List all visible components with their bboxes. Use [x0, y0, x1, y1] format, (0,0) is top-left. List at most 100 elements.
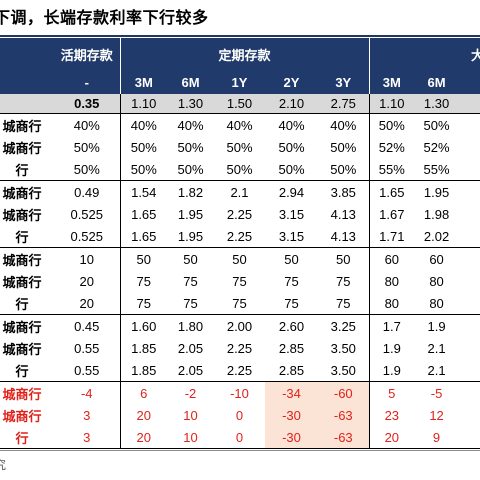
base-cell: 1.30 — [167, 94, 214, 114]
table-row: 行 3 20 10 0 -30 -63 20 9 — [0, 426, 480, 449]
base-cell: 2.10 — [265, 94, 318, 114]
table-cell: 3.85 — [318, 180, 370, 203]
table-cell: 80 — [414, 292, 460, 315]
table-row: 城商行 50% 50% 50% 50% 50% 50% 52% 52% — [0, 136, 480, 158]
header-row-2: - 3M 6M 1Y 2Y 3Y 3M 6M — [0, 70, 480, 94]
sub-3m-b: 3M — [369, 70, 415, 94]
table-row: 城商行 0.45 1.60 1.80 2.00 2.60 3.25 1.7 1.9 — [0, 314, 480, 338]
table-row: 行 20 75 75 75 75 75 80 80 — [0, 292, 480, 315]
row-label-text: 行 — [15, 363, 29, 379]
table-cell: 75 — [120, 292, 167, 315]
sub-1y: 1Y — [214, 70, 265, 94]
table-cell: 23 — [384, 407, 400, 423]
table-cell: 3.50 — [318, 337, 370, 359]
table-cell: 0.55 — [54, 337, 121, 359]
table-cell: 1.85 — [131, 340, 157, 356]
table-cell: 75 — [167, 292, 214, 315]
table-cell: 20 — [120, 426, 167, 449]
table-cell: 2.85 — [278, 340, 305, 356]
table-cell: 50% — [423, 117, 450, 133]
table-cell: 75 — [232, 273, 247, 289]
row-cut — [459, 426, 480, 449]
row-cut — [459, 225, 480, 248]
table-cell: 50 — [136, 251, 151, 267]
base-cell: 1.10 — [120, 94, 167, 114]
table-cell: 75 — [284, 273, 299, 289]
table-cell: 1.65 — [131, 206, 157, 222]
row-cut — [459, 292, 480, 315]
base-cut — [459, 94, 480, 114]
table-cell: -2 — [184, 385, 197, 401]
table-row: 城商行 20 75 75 75 75 75 80 80 — [0, 270, 480, 292]
table-cell: 1.67 — [379, 206, 405, 222]
table-cell: 10 — [54, 247, 121, 270]
row-label: 城商行 — [0, 114, 54, 137]
table-cell: 0.525 — [54, 225, 121, 248]
table-cell: 0.45 — [54, 314, 121, 337]
table-cell: 1.85 — [120, 359, 167, 382]
table-cell: 2.1 — [427, 340, 446, 356]
base-cell: 1.50 — [214, 94, 265, 114]
table-row: 城商行 0.55 1.85 2.05 2.25 2.85 3.50 1.9 2.1 — [0, 337, 480, 359]
table-cell: 40% — [177, 117, 204, 133]
table-cell: 50% — [265, 158, 318, 181]
table-cell: 50 — [183, 251, 198, 267]
row-label-text: 行 — [15, 430, 29, 446]
row-label: 城商行 — [0, 404, 54, 426]
table-row: 城商行 -4 6 -2 -10 -34 -60 5 -5 — [0, 381, 480, 404]
table-cell: 0 — [214, 426, 265, 449]
table-cell: 1.65 — [379, 184, 405, 200]
table-cell: 2.25 — [214, 359, 265, 382]
row-cut — [459, 404, 480, 426]
sub-3m: 3M — [120, 70, 167, 94]
row-cut — [459, 203, 480, 225]
table-cell: 12 — [429, 407, 444, 423]
table-cell: 75 — [318, 270, 370, 292]
table-cell: 2.94 — [278, 184, 305, 200]
table-cell: 3.15 — [278, 206, 305, 222]
table-cell: 2.1 — [414, 359, 460, 382]
table-row: 城商行 10 50 50 50 50 50 60 60 — [0, 247, 480, 270]
table-cell: 75 — [183, 273, 198, 289]
row-label: 城商行 — [0, 203, 54, 225]
table-row: 城商行 3 20 10 0 -30 -63 23 12 — [0, 404, 480, 426]
table-title-bar: 下调，长端存款利率下行较多 — [0, 0, 480, 37]
table-cell: 6 — [140, 385, 148, 401]
table-cell: 50% — [54, 158, 121, 181]
row-cut — [459, 136, 480, 158]
row-cut — [459, 114, 480, 137]
source-rule — [0, 450, 480, 451]
deposit-rate-table: 活期存款 定期存款 大 - 3M 6M 1Y 2Y 3Y 3M 6M 0.35 … — [0, 38, 480, 449]
row-label-text: 城商行 — [2, 207, 42, 223]
row-label: 行 — [0, 158, 54, 181]
table-cell: 50% — [318, 158, 370, 181]
table-cell: 20 — [54, 292, 121, 315]
table-cell: 3.25 — [318, 314, 370, 337]
table-cell: 75 — [318, 292, 370, 315]
table-cell: 0.525 — [54, 203, 121, 225]
table-cell: 1.80 — [177, 318, 204, 334]
table-cell: 5 — [388, 385, 396, 401]
header-term: 定期存款 — [120, 38, 370, 70]
row-label: 行 — [0, 426, 54, 449]
table-cell: 40% — [130, 117, 157, 133]
sub-demand: - — [54, 70, 121, 94]
table-cell: 2.85 — [265, 359, 318, 382]
row-label-text: 城商行 — [2, 185, 42, 201]
table-cell: 3 — [54, 404, 121, 426]
row-cut — [459, 181, 480, 204]
table-cell: 20 — [136, 407, 151, 423]
table-cell: -30 — [265, 426, 318, 449]
row-label: 行 — [0, 292, 54, 315]
header-demand: 活期存款 — [54, 38, 121, 70]
table-cell: 52% — [423, 139, 450, 155]
table-cell: -30 — [265, 404, 318, 426]
table-cell: 1.60 — [131, 318, 157, 334]
table-cell: 60 — [384, 251, 400, 267]
sub-6m-b: 6M — [414, 70, 460, 94]
table-cell: 20 — [369, 426, 415, 449]
table-cell: 40% — [278, 117, 305, 133]
row-cut — [459, 315, 480, 338]
table-cell: 55% — [414, 158, 460, 181]
table-row: 行 0.55 1.85 2.05 2.25 2.85 3.50 1.9 2.1 — [0, 359, 480, 382]
